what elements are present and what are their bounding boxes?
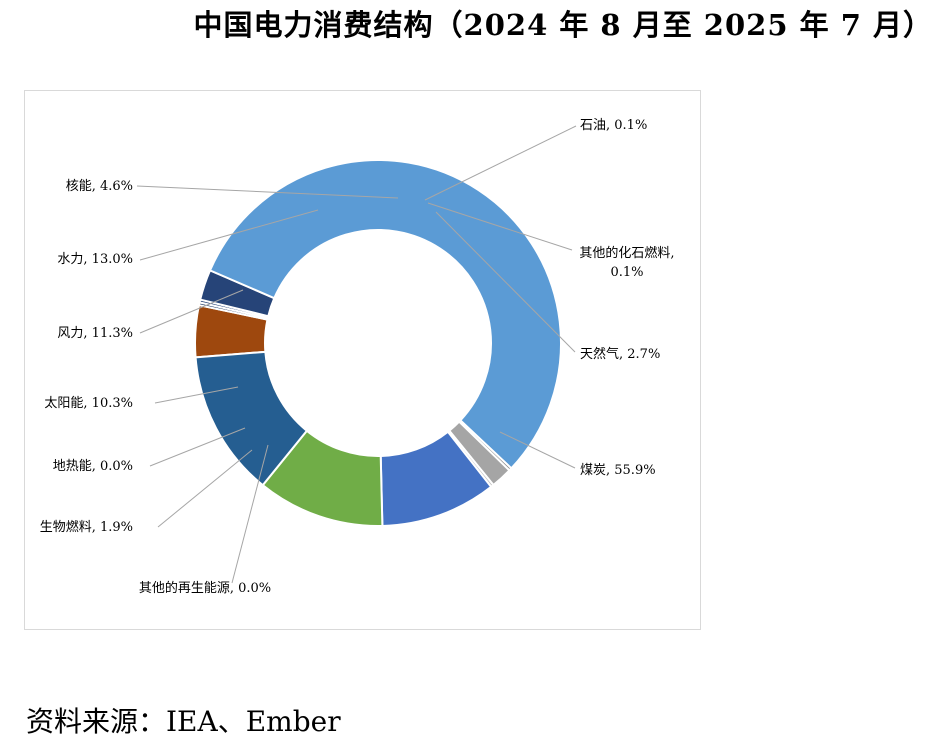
leader-line <box>139 209 319 261</box>
data-label: 地热能, 0.0% <box>53 459 133 474</box>
leader-line <box>499 431 576 469</box>
leader-line <box>231 444 269 584</box>
data-label: 风力, 11.3% <box>57 326 133 341</box>
leader-line <box>149 427 246 467</box>
data-label: 其他的再生能源, 0.0% <box>139 580 271 596</box>
leader-line <box>424 125 577 201</box>
leader-line <box>139 289 244 334</box>
data-label: 太阳能, 10.3% <box>44 396 133 411</box>
leader-line <box>435 211 576 353</box>
chart-frame <box>24 90 701 630</box>
source-note: 资料来源：IEA、Ember <box>26 705 341 738</box>
chart-title: 中国电力消费结构（2024 年 8 月至 2025 年 7 月） <box>193 8 933 42</box>
data-label: 石油, 0.1% <box>580 118 647 133</box>
data-label: 生物燃料, 1.9% <box>40 519 133 535</box>
data-label: 天然气, 2.7% <box>580 346 660 362</box>
leader-line <box>154 386 239 404</box>
leader-line <box>427 202 573 251</box>
data-label: 其他的化石燃料, 0.1% <box>579 245 674 280</box>
data-label: 煤炭, 55.9% <box>580 463 656 478</box>
slice-水力 <box>194 350 309 487</box>
slice-煤炭 <box>208 159 562 470</box>
data-label: 水力, 13.0% <box>57 252 133 267</box>
leader-line <box>157 449 253 528</box>
leader-line <box>136 185 399 199</box>
data-label: 核能, 4.6% <box>66 179 133 194</box>
